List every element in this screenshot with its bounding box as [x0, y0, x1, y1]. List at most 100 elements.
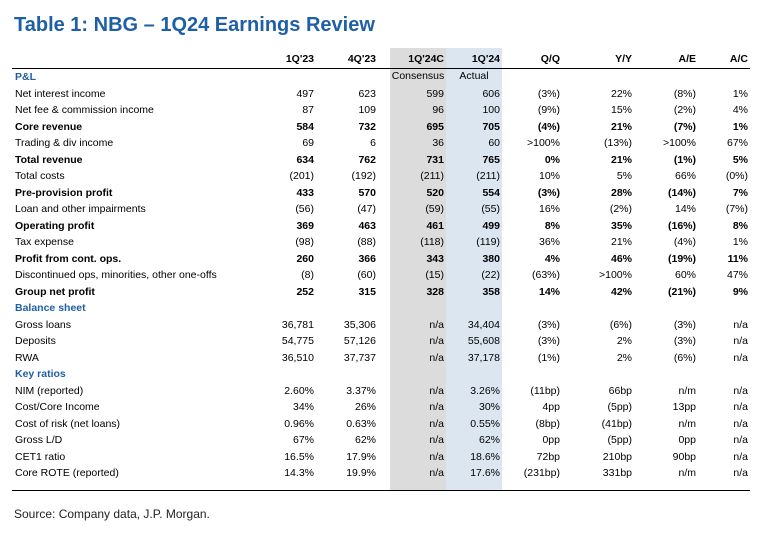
- table-cell: 695: [426, 120, 444, 133]
- table-cell: (6%): [609, 318, 632, 331]
- row-label: Balance sheet: [15, 302, 86, 314]
- table-row: Cost/Core Income 34% 26% n/a 30% 4pp (5pp) 13pp…: [12, 399, 750, 415]
- row-label: Deposits: [15, 335, 56, 347]
- table-cell: 26%: [354, 401, 376, 413]
- table-cell: (4%): [537, 120, 560, 133]
- table-cell: (41bp): [601, 417, 632, 430]
- table-cell: (14%): [667, 186, 696, 199]
- table-cell: (6%): [673, 351, 696, 364]
- table-cell: (5pp): [607, 434, 632, 446]
- table-cell: 60: [488, 137, 500, 149]
- table-cell: n/a: [429, 450, 444, 463]
- table-cell: 520: [426, 186, 444, 199]
- table-cell: 13pp: [672, 401, 696, 413]
- table-cell: n/a: [733, 351, 748, 364]
- table-cell: n/m: [678, 467, 696, 479]
- table-cell: 21%: [610, 153, 632, 166]
- row-label: Total revenue: [15, 153, 83, 166]
- table-cell: 260: [296, 252, 314, 265]
- table-cell: 1%: [732, 87, 748, 100]
- table-cell: 0pp: [678, 434, 696, 446]
- table-cell: 55,608: [467, 335, 500, 347]
- table-cell: 54,775: [281, 335, 314, 347]
- source-note: Source: Company data, J.P. Morgan.: [14, 507, 210, 521]
- table-cell: (5pp): [607, 401, 632, 413]
- table-cell: n/a: [429, 318, 444, 331]
- table-row: Total revenue 634 762 731 765 0% 21% (1%) 5%: [12, 152, 750, 168]
- table-cell: 705: [482, 120, 500, 133]
- table-cell: (11bp): [530, 384, 560, 397]
- table-row: NIM (reported) 2.60% 3.37% n/a 3.26% (11bp) 66…: [12, 383, 750, 399]
- table-cell: 47%: [726, 269, 748, 281]
- table-cell: n/a: [733, 434, 748, 446]
- table-cell: (118): [420, 236, 444, 248]
- table-cell: 36%: [538, 236, 560, 248]
- table-cell: (8bp): [535, 417, 560, 430]
- table-cell: (8): [301, 269, 314, 281]
- table-cell: 21%: [610, 236, 632, 248]
- table-cell: 15%: [610, 104, 632, 116]
- table-cell: 109: [358, 104, 376, 116]
- row-label: Discontinued ops, minorities, other one-…: [15, 269, 217, 281]
- row-label: Core revenue: [15, 120, 83, 133]
- table-cell: (1%): [537, 351, 560, 364]
- table-cell: 28%: [610, 186, 632, 199]
- table-cell: 762: [358, 153, 376, 166]
- table-cell: 36: [432, 137, 444, 149]
- row-label: Trading & div income: [15, 137, 114, 149]
- table-cell: (3%): [537, 335, 560, 347]
- section-header-row: Balance sheet: [12, 300, 750, 316]
- table-cell: (211): [420, 170, 444, 182]
- table-cell: 0pp: [542, 434, 560, 446]
- footer-rule: [12, 490, 750, 491]
- table-cell: (211): [476, 170, 500, 182]
- table-cell: 34,404: [467, 318, 500, 331]
- table-cell: 4pp: [542, 401, 560, 413]
- column-header-row: 1Q'23 4Q'23 1Q'24C 1Q'24 Q/Q Y/Y A/E A/C: [12, 51, 750, 67]
- row-label: RWA: [15, 351, 39, 364]
- actual-subheader: Actual: [459, 70, 489, 82]
- table-cell: 90bp: [672, 450, 696, 463]
- table-cell: 87: [302, 104, 314, 116]
- table-cell: 21%: [610, 120, 632, 133]
- table-cell: 67%: [726, 137, 748, 149]
- row-label: Loan and other impairments: [15, 203, 146, 215]
- row-label: Tax expense: [15, 236, 74, 248]
- table-cell: (231bp): [523, 467, 560, 479]
- table-cell: 606: [482, 87, 500, 100]
- table-cell: (7%): [673, 120, 696, 133]
- table-cell: 1%: [732, 120, 748, 133]
- table-cell: >100%: [663, 137, 696, 149]
- table-cell: (21%): [667, 285, 696, 298]
- table-cell: (2%): [609, 203, 632, 215]
- earnings-table: 1Q'23 4Q'23 1Q'24C 1Q'24 Q/Q Y/Y A/E A/C…: [12, 48, 750, 491]
- section-header-row: Key ratios: [12, 366, 750, 382]
- table-cell: (3%): [673, 335, 696, 347]
- table-cell: 584: [296, 120, 314, 133]
- table-cell: 2%: [616, 351, 632, 364]
- table-cell: n/a: [733, 467, 748, 479]
- table-cell: n/a: [733, 335, 748, 347]
- table-cell: n/a: [429, 434, 444, 446]
- table-cell: 35%: [610, 219, 632, 232]
- table-cell: (4%): [673, 236, 696, 248]
- table-cell: (47): [357, 203, 376, 215]
- section-header-row: P&L: [12, 69, 750, 85]
- table-cell: (3%): [537, 87, 560, 100]
- table-cell: 36,510: [281, 351, 314, 364]
- column-header: Y/Y: [615, 53, 632, 65]
- column-header: 1Q'24: [471, 53, 500, 65]
- table-cell: 42%: [610, 285, 632, 298]
- table-cell: 328: [426, 285, 444, 298]
- table-cell: >100%: [527, 137, 560, 149]
- table-cell: n/a: [429, 335, 444, 347]
- table-cell: 0.55%: [470, 417, 500, 430]
- table-cell: 0.96%: [284, 417, 314, 430]
- table-cell: 37,178: [467, 351, 500, 364]
- table-cell: 100: [482, 104, 500, 116]
- table-cell: n/a: [733, 450, 748, 463]
- table-cell: (60): [357, 269, 376, 281]
- table-row: Total costs (201) (192) (211) (211) 10% 5% 66% (…: [12, 168, 750, 184]
- table-cell: 331bp: [602, 467, 632, 479]
- table-cell: n/a: [429, 467, 444, 479]
